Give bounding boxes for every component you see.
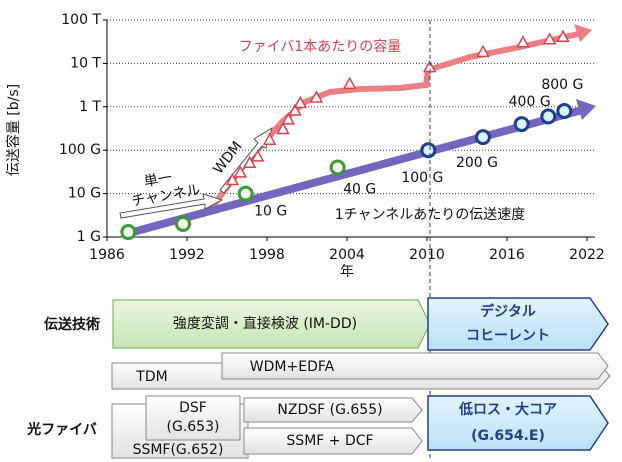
triangle-point bbox=[476, 44, 490, 58]
series-label: 1チャンネルあたりの伝送速度 bbox=[335, 207, 526, 223]
x-tick-label: 2004 bbox=[329, 247, 365, 263]
triangle-point bbox=[516, 35, 530, 48]
y-tick-label: 10 T bbox=[70, 55, 101, 71]
value-label: 800 G bbox=[541, 77, 583, 93]
diagram: 伝送技術 強度変調・直接検波 (IM-DD) デジタル コヒーレント TDM W… bbox=[26, 297, 611, 459]
value-label: 200 G bbox=[456, 155, 498, 171]
dsf-box bbox=[145, 395, 241, 441]
x-tick-label: 2016 bbox=[489, 247, 525, 263]
series-label: ファイバ1本あたりの容量 bbox=[239, 38, 402, 55]
single-channel-arrow bbox=[119, 193, 224, 219]
box-label: WDM+EDFA bbox=[250, 359, 335, 375]
box-label: 強度変調・直接検波 (IM-DD) bbox=[173, 315, 357, 332]
box-label: TDM bbox=[135, 369, 167, 385]
circle-point bbox=[540, 108, 557, 125]
chart: WDM 単一 チャンネル ファイバ1本あたりの容量 1チャンネルあたりの伝送速度… bbox=[5, 12, 605, 280]
triangle-point bbox=[262, 132, 277, 145]
box-label: (G.653) bbox=[167, 419, 220, 435]
ssmf-dcf-box bbox=[243, 427, 423, 455]
y-tick-label: 1 T bbox=[79, 99, 101, 115]
rate-arrowhead bbox=[576, 99, 596, 120]
x-axis-label: 年 bbox=[340, 264, 354, 280]
row-label: 光ファイバ bbox=[26, 421, 97, 438]
triangle-point bbox=[276, 121, 290, 135]
coherent-box bbox=[427, 297, 609, 351]
triangle-point bbox=[342, 76, 357, 90]
y-tick-label: 1 G bbox=[77, 229, 101, 245]
triangle-point bbox=[556, 29, 570, 43]
y-axis-label: 伝送容量 [b/s] bbox=[5, 84, 22, 176]
capacity-arrowhead bbox=[574, 24, 592, 42]
row-label: 伝送技術 bbox=[44, 316, 100, 333]
circle-point bbox=[329, 159, 346, 176]
box-label: DSF bbox=[179, 400, 207, 416]
x-tick-label: 2010 bbox=[409, 247, 445, 263]
rate-trend bbox=[120, 106, 584, 239]
box-label: SSMF + DCF bbox=[286, 433, 373, 449]
triangle-point bbox=[242, 155, 257, 169]
circle-point bbox=[120, 224, 137, 241]
lowloss-box bbox=[427, 395, 609, 451]
x-tick-label: 1992 bbox=[169, 247, 205, 263]
triangle-point bbox=[233, 165, 248, 178]
triangle-point bbox=[250, 149, 265, 162]
y-tick-label: 100 G bbox=[59, 142, 101, 158]
imdd-box bbox=[112, 299, 431, 349]
box-label: NZDSF (G.655) bbox=[277, 402, 382, 418]
value-label: 100 G bbox=[401, 170, 443, 186]
y-tick-label: 10 G bbox=[68, 186, 101, 202]
wdm-box bbox=[221, 352, 609, 380]
triangle-point bbox=[309, 90, 324, 103]
nzdsf-box bbox=[243, 397, 423, 423]
value-label: 400 G bbox=[509, 94, 551, 110]
triangle-point bbox=[288, 103, 302, 116]
box-label: (G.654.E) bbox=[471, 428, 545, 444]
triangle-point bbox=[542, 32, 557, 45]
single-label: 単一 bbox=[143, 170, 173, 191]
box-label: 低ロス・大コア bbox=[458, 401, 557, 418]
box-label: SSMF(G.652) bbox=[133, 442, 224, 458]
y-tick-label: 100 T bbox=[61, 12, 101, 28]
box-label: コヒーレント bbox=[466, 328, 550, 344]
triangle-point bbox=[281, 112, 296, 125]
triangle-point bbox=[293, 95, 308, 109]
circle-point bbox=[175, 215, 191, 232]
circle-point bbox=[237, 185, 254, 202]
x-tick-label: 1986 bbox=[89, 247, 125, 263]
circle-point bbox=[420, 142, 437, 159]
box-label: デジタル bbox=[480, 303, 536, 320]
value-label: 10 G bbox=[254, 204, 287, 220]
circle-point bbox=[475, 129, 491, 146]
x-tick-label: 2022 bbox=[569, 247, 605, 263]
value-label: 40 G bbox=[343, 181, 376, 197]
triangle-point bbox=[225, 172, 240, 186]
circle-point bbox=[556, 103, 573, 120]
x-tick-label: 1998 bbox=[249, 247, 285, 263]
circle-point bbox=[513, 116, 530, 133]
